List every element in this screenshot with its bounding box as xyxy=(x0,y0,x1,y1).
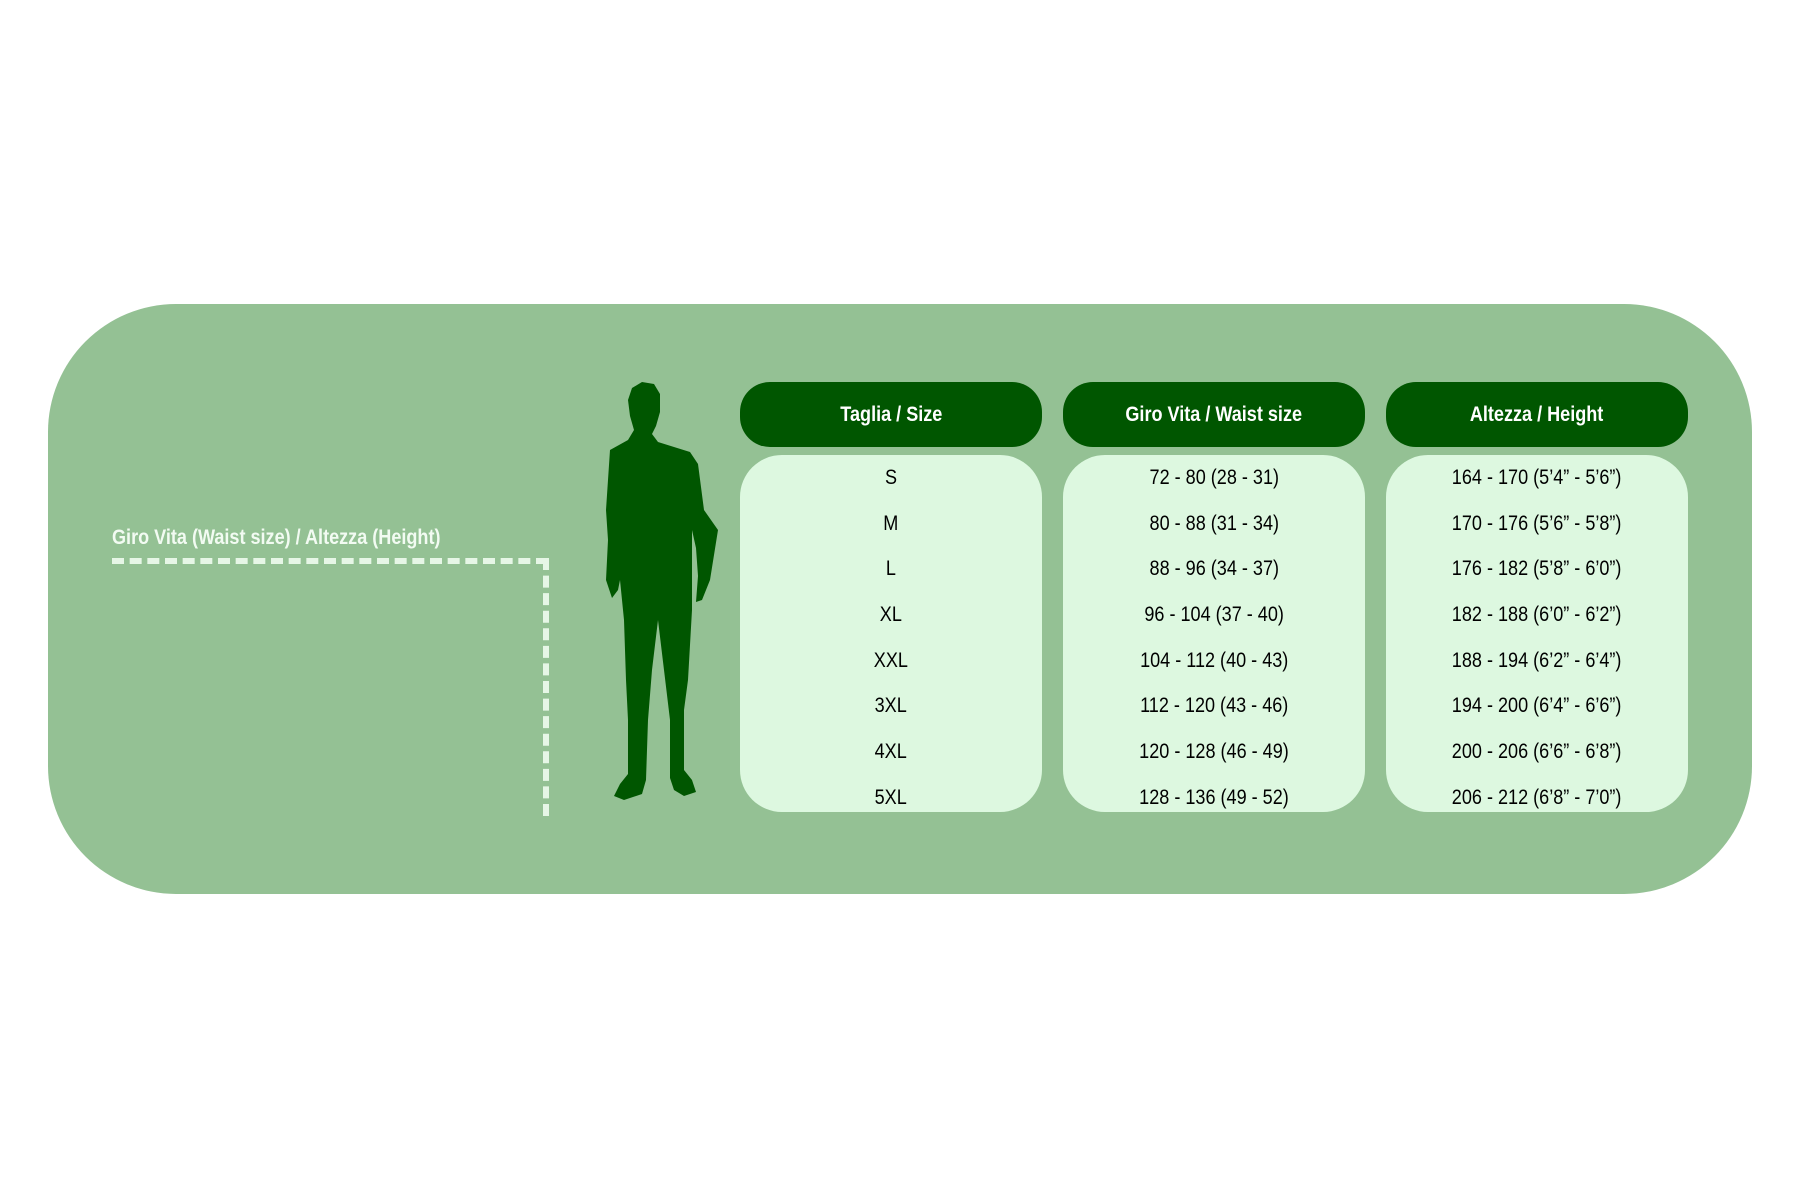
cell-text: 72 - 80 (28 - 31) xyxy=(1149,465,1279,489)
table-cell: 188 - 194 (6’2” - 6’4”) xyxy=(1386,638,1688,684)
cell-text: 96 - 104 (37 - 40) xyxy=(1144,602,1284,626)
cell-text: 176 - 182 (5’8” - 6’0”) xyxy=(1452,557,1622,581)
cell-text: XXL xyxy=(873,648,909,672)
cell-text: 120 - 128 (46 - 49) xyxy=(1139,739,1289,763)
cell-text: XL xyxy=(879,602,903,626)
cell-text: 5XL xyxy=(874,785,908,809)
cell-text: 3XL xyxy=(874,694,908,718)
table-cell: 3XL xyxy=(740,683,1042,729)
cell-text: 128 - 136 (49 - 52) xyxy=(1139,785,1289,809)
height-values: 164 - 170 (5’4” - 5’6”) 170 - 176 (5’6” … xyxy=(1386,455,1688,812)
table-cell: 128 - 136 (49 - 52) xyxy=(1063,775,1365,821)
cell-text: L xyxy=(885,557,897,581)
cell-text: 170 - 176 (5’6” - 5’8”) xyxy=(1452,511,1622,535)
header-label: Altezza / Height xyxy=(1470,402,1604,426)
waist-column: Giro Vita / Waist size 72 - 80 (28 - 31)… xyxy=(1063,382,1365,812)
cell-text: S xyxy=(884,465,898,489)
height-dashed-line xyxy=(543,558,549,816)
table-cell: 176 - 182 (5’8” - 6’0”) xyxy=(1386,546,1688,592)
cell-text: 206 - 212 (6’8” - 7’0”) xyxy=(1452,785,1622,809)
table-cell: 80 - 88 (31 - 34) xyxy=(1063,501,1365,547)
size-header: Taglia / Size xyxy=(740,382,1042,447)
table-cell: 200 - 206 (6’6” - 6’8”) xyxy=(1386,729,1688,775)
table-cell: XXL xyxy=(740,638,1042,684)
table-cell: 4XL xyxy=(740,729,1042,775)
table-cell: XL xyxy=(740,592,1042,638)
waist-values: 72 - 80 (28 - 31) 80 - 88 (31 - 34) 88 -… xyxy=(1063,455,1365,812)
table-cell: 120 - 128 (46 - 49) xyxy=(1063,729,1365,775)
size-column: Taglia / Size S M L XL XXL 3XL 4XL 5XL xyxy=(740,382,1042,812)
cell-text: M xyxy=(883,511,899,535)
table-cell: 170 - 176 (5’6” - 5’8”) xyxy=(1386,501,1688,547)
height-header: Altezza / Height xyxy=(1386,382,1688,447)
cell-text: 104 - 112 (40 - 43) xyxy=(1139,648,1289,672)
cell-text: 88 - 96 (34 - 37) xyxy=(1149,557,1279,581)
cell-text: 200 - 206 (6’6” - 6’8”) xyxy=(1452,739,1622,763)
header-label: Giro Vita / Waist size xyxy=(1125,402,1303,426)
table-cell: M xyxy=(740,501,1042,547)
table-cell: 96 - 104 (37 - 40) xyxy=(1063,592,1365,638)
cell-text: 188 - 194 (6’2” - 6’4”) xyxy=(1452,648,1622,672)
table-cell: 182 - 188 (6’0” - 6’2”) xyxy=(1386,592,1688,638)
cell-text: 4XL xyxy=(874,739,908,763)
cell-text: 194 - 200 (6’4” - 6’6”) xyxy=(1452,694,1622,718)
waist-dashed-line xyxy=(112,558,548,564)
man-silhouette-icon xyxy=(606,382,718,800)
cell-text: 182 - 188 (6’0” - 6’2”) xyxy=(1452,602,1622,626)
table-cell: 164 - 170 (5’4” - 5’6”) xyxy=(1386,455,1688,501)
cell-text: 80 - 88 (31 - 34) xyxy=(1149,511,1279,535)
table-cell: 112 - 120 (43 - 46) xyxy=(1063,683,1365,729)
measure-label: Giro Vita (Waist size) / Altezza (Height… xyxy=(112,526,441,549)
size-values: S M L XL XXL 3XL 4XL 5XL xyxy=(740,455,1042,812)
cell-text: 112 - 120 (43 - 46) xyxy=(1139,694,1289,718)
cell-text: 164 - 170 (5’4” - 5’6”) xyxy=(1452,465,1622,489)
header-label: Taglia / Size xyxy=(839,402,943,426)
height-column: Altezza / Height 164 - 170 (5’4” - 5’6”)… xyxy=(1386,382,1688,812)
table-cell: 194 - 200 (6’4” - 6’6”) xyxy=(1386,683,1688,729)
table-cell: S xyxy=(740,455,1042,501)
waist-header: Giro Vita / Waist size xyxy=(1063,382,1365,447)
table-cell: L xyxy=(740,546,1042,592)
table-cell: 72 - 80 (28 - 31) xyxy=(1063,455,1365,501)
table-cell: 5XL xyxy=(740,775,1042,821)
table-cell: 104 - 112 (40 - 43) xyxy=(1063,638,1365,684)
table-cell: 206 - 212 (6’8” - 7’0”) xyxy=(1386,775,1688,821)
table-cell: 88 - 96 (34 - 37) xyxy=(1063,546,1365,592)
